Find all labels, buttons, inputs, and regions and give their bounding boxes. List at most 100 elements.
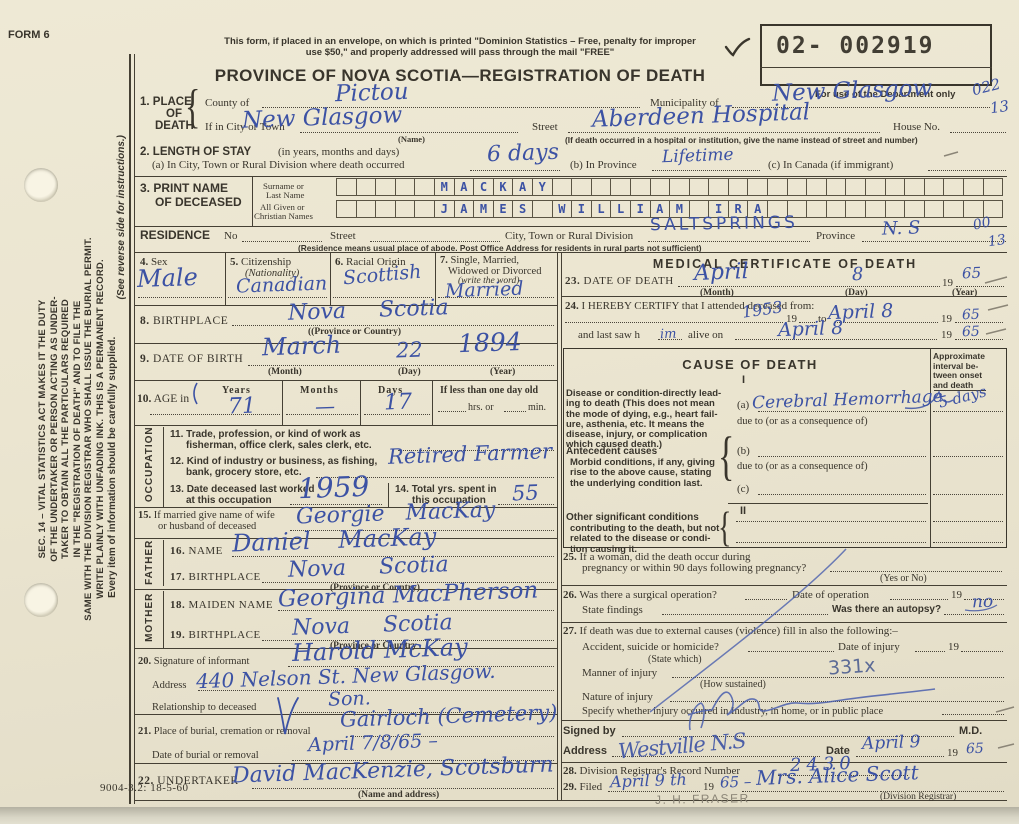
- letter-cell: [375, 178, 396, 196]
- s20-label: 20. Signature of informant: [138, 656, 249, 667]
- dotted-leader: [370, 240, 500, 242]
- column-divider-outer: [557, 252, 559, 800]
- letter-cell: [904, 178, 925, 196]
- letter-cell: [884, 178, 906, 196]
- age-days-value: 17: [383, 389, 413, 416]
- s9-num: 9.: [140, 353, 150, 365]
- residence-street-label: Street: [330, 230, 356, 242]
- s29-num: 29.: [563, 781, 577, 793]
- cause-c-label: (c): [737, 483, 750, 495]
- s24-label: 24. I HEREBY CERTIFY that I attended dec…: [565, 300, 814, 313]
- letter-cell: S: [512, 200, 533, 218]
- s26-autopsy-label: Was there an autopsy?: [832, 604, 942, 615]
- form-title: PROVINCE OF NOVA SCOTIA—REGISTRATION OF …: [214, 66, 706, 85]
- letter-cell: [336, 200, 357, 218]
- antecedent-line: Morbid conditions, if any, giving: [570, 457, 715, 468]
- letter-cell: [747, 178, 769, 196]
- letter-cell: Y: [531, 178, 553, 196]
- s22-note: (Name and address): [358, 790, 440, 800]
- dotted-leader: [956, 285, 1004, 287]
- dotted-leader: [286, 413, 358, 415]
- s7-label1-text: Single, Married,: [450, 255, 520, 266]
- s28-label: 28. Division Registrar's Record Number: [563, 765, 740, 778]
- s5-label-text: Citizenship: [241, 256, 292, 268]
- s9-month-note: (Month): [268, 367, 302, 377]
- dotted-leader: [138, 296, 222, 298]
- dotted-leader: [732, 106, 990, 108]
- s10-min-label: min.: [528, 402, 547, 413]
- dotted-leader: [232, 324, 554, 326]
- s23-label: 23. DATE OF DEATH: [565, 275, 674, 288]
- dotted-leader: [758, 455, 926, 457]
- letter-cell: J: [433, 200, 455, 218]
- s27-label-text: If death was due to external causes (vio…: [579, 625, 898, 637]
- dotted-leader: [498, 503, 554, 505]
- s12-num: 12.: [170, 456, 184, 467]
- s19-label-text: BIRTHPLACE: [188, 629, 261, 641]
- s5-paren: (Nationality): [245, 268, 300, 279]
- dotted-leader: [950, 131, 1006, 133]
- letter-cell: [825, 200, 847, 218]
- s2a-value: 6 days: [486, 139, 560, 168]
- attended-to-year: 65: [961, 306, 981, 324]
- s27-label: 27. If death was due to external causes …: [563, 625, 898, 638]
- dotted-leader: [504, 410, 526, 412]
- s6-label: 6. Racial Origin: [335, 256, 406, 269]
- municipality-label: Municipality of: [650, 97, 719, 109]
- birth-day-value: 22: [395, 337, 424, 363]
- antecedent-line: rise to the above cause, stating: [570, 467, 712, 479]
- other-line: contributing to the death, but not: [570, 523, 720, 534]
- letter-cell: [923, 178, 945, 196]
- industry-value: Retired Farmer: [387, 439, 553, 469]
- s10-days-label: Days: [378, 385, 404, 396]
- residence-margin-code2: 13: [986, 231, 1007, 251]
- dotted-leader: [745, 598, 787, 600]
- s6-num: 6.: [335, 256, 344, 268]
- s1-label-place: PLACE: [152, 96, 192, 108]
- letter-cell: A: [453, 178, 475, 196]
- s21-label: 21. Place of burial, cremation or remova…: [138, 726, 311, 737]
- letter-cell: [806, 178, 827, 196]
- filed-year-value: 65 –: [719, 772, 752, 792]
- cause-due1: due to (or as a consequence of): [737, 416, 868, 427]
- filed-date-value: April 9 th: [609, 769, 688, 792]
- dotted-leader: [300, 131, 518, 133]
- s4-num: 4.: [140, 256, 149, 268]
- cell-divider: [225, 252, 227, 305]
- dotted-leader: [333, 296, 432, 298]
- reverse-side-note: (See reverse side for instructions.): [115, 135, 127, 300]
- dotted-leader: [736, 541, 926, 543]
- dotted-leader: [262, 106, 640, 108]
- s19-note: (Province or Country: [330, 641, 417, 651]
- letter-cell: [355, 178, 377, 196]
- father-birthplace-value: Nova Scotia: [287, 552, 450, 583]
- dotted-leader: [880, 790, 1004, 792]
- letter-cell: L: [590, 200, 612, 218]
- s7-paren: (write the word): [458, 276, 520, 286]
- injury-code-value: 331x: [827, 654, 877, 680]
- dotted-leader: [748, 650, 834, 652]
- s15-num: 15.: [138, 510, 152, 521]
- s1-brace: {: [185, 78, 201, 133]
- cause-lead-line: the mode of dying, e.g., heart fail-: [566, 408, 718, 420]
- residence-prov-label: Province: [816, 230, 856, 242]
- s3-top-rule: [135, 176, 1007, 178]
- s29-note: (Division Registrar): [880, 792, 957, 802]
- s10-hrs-label: hrs. or: [468, 402, 494, 413]
- letter-cell: M: [433, 178, 455, 196]
- residence-prov-value: N. S: [881, 217, 921, 240]
- dotted-leader: [262, 581, 554, 583]
- dotted-leader: [608, 790, 700, 792]
- duty-line: SEC. 14 – VITAL STATISTICS ACT MAKES IT …: [37, 299, 48, 559]
- letter-cell: C: [473, 178, 494, 196]
- city-value: New Glasgow: [241, 102, 403, 134]
- cell-divider: [330, 252, 332, 305]
- row-rule: [561, 585, 1007, 587]
- s18-label: 18. MAIDEN NAME: [170, 599, 273, 612]
- dotted-leader: [944, 613, 1004, 615]
- duty-line: WRITE PLAINLY WITH UNFADING INK. THIS IS…: [94, 259, 106, 599]
- residence-margin-code1: 00: [971, 214, 993, 234]
- birth-year-value: 1894: [457, 326, 523, 359]
- county-label: County of: [205, 97, 250, 109]
